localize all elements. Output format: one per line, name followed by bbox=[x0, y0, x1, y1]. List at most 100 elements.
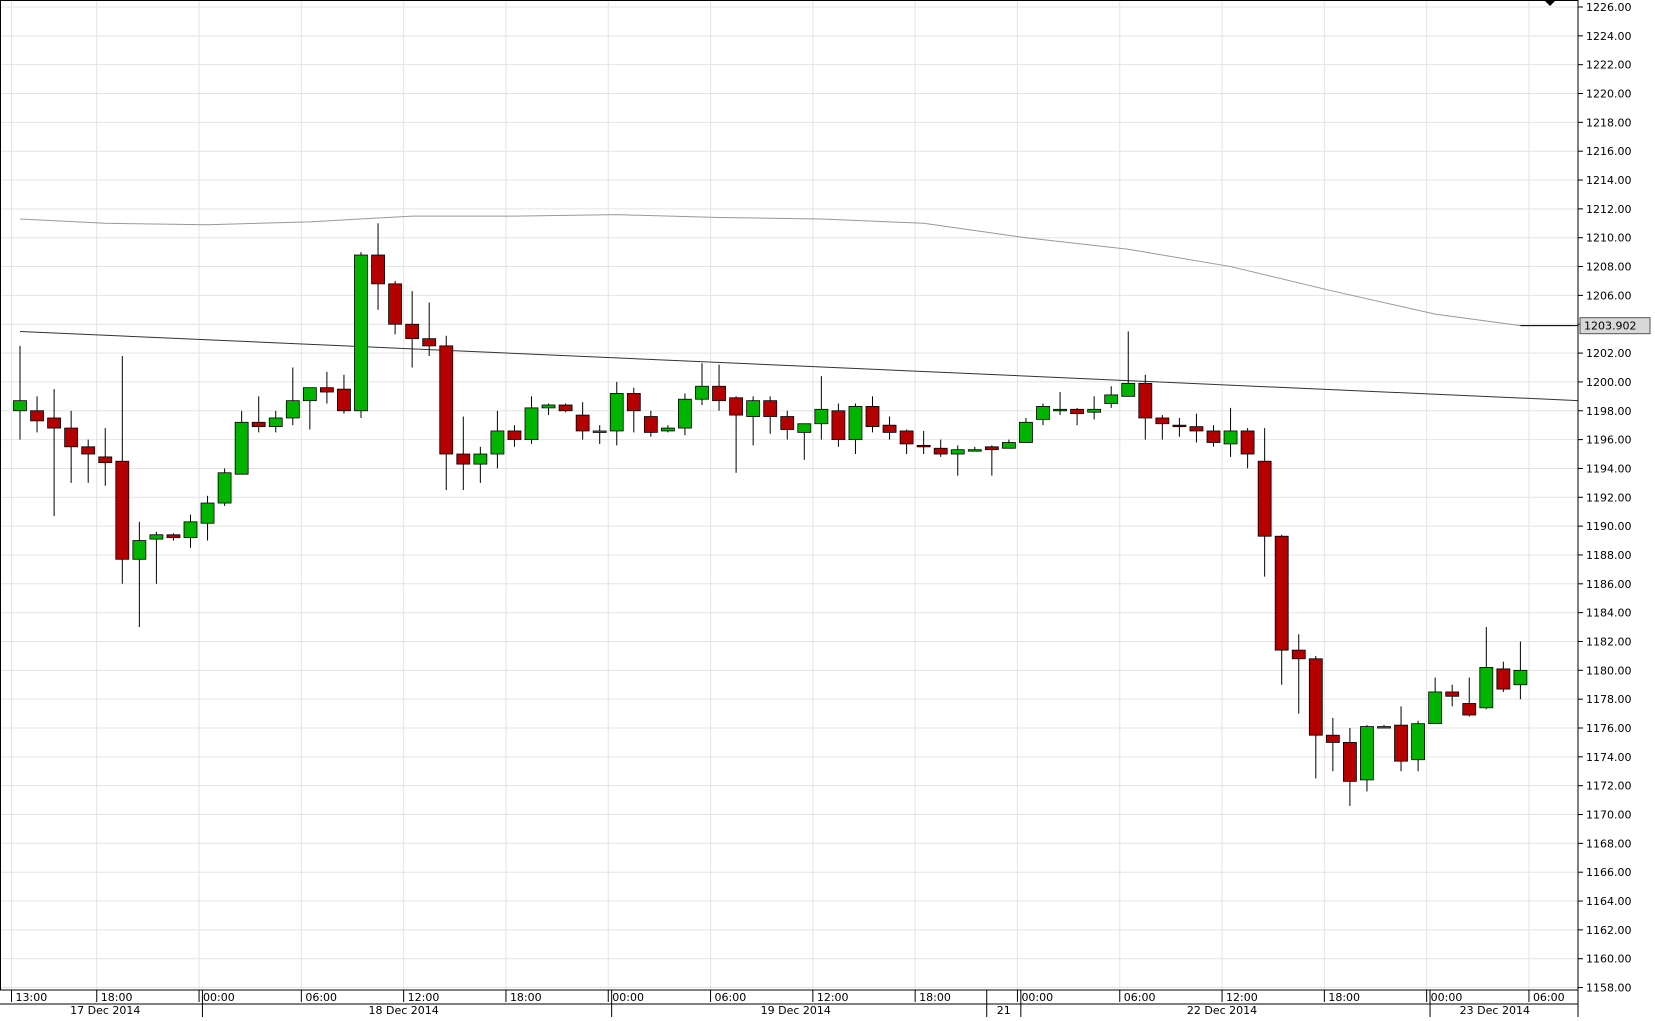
candle-body bbox=[456, 453, 471, 465]
y-tick-label: 1220.00 bbox=[1586, 88, 1632, 101]
candle bbox=[115, 355, 130, 584]
candle-body bbox=[371, 254, 385, 285]
candle-body bbox=[1513, 669, 1528, 686]
candle bbox=[149, 531, 164, 584]
y-tick-label: 1194.00 bbox=[1586, 462, 1632, 475]
candle-body bbox=[1308, 658, 1323, 736]
candle-body bbox=[882, 424, 897, 433]
candle bbox=[422, 302, 437, 356]
candle-body bbox=[541, 404, 556, 409]
candle bbox=[865, 396, 880, 433]
trendline-line bbox=[19, 330, 1578, 402]
candle bbox=[302, 387, 317, 430]
candle-body bbox=[1445, 691, 1460, 697]
candle bbox=[558, 403, 573, 413]
candle bbox=[285, 367, 300, 426]
y-tick-label: 1214.00 bbox=[1586, 174, 1632, 187]
candle bbox=[1121, 331, 1136, 397]
candle bbox=[1411, 720, 1425, 772]
scroll-marker-icon bbox=[1544, 0, 1556, 6]
candle bbox=[1002, 439, 1016, 449]
x-tick-label: 00:00 bbox=[1431, 991, 1463, 1004]
x-tick-label: 06:00 bbox=[1533, 991, 1565, 1004]
candle bbox=[490, 410, 505, 469]
candle-body bbox=[1087, 408, 1102, 413]
candle bbox=[234, 410, 249, 475]
candle bbox=[47, 389, 61, 517]
candle-body bbox=[47, 417, 61, 429]
candle bbox=[524, 396, 539, 444]
candle-body bbox=[797, 423, 812, 433]
candle bbox=[268, 410, 283, 433]
candle-body bbox=[1206, 430, 1221, 443]
candle bbox=[1428, 677, 1443, 725]
candle-body bbox=[1479, 667, 1494, 709]
candle-body bbox=[814, 408, 829, 425]
candle bbox=[967, 446, 982, 452]
candle bbox=[882, 416, 897, 440]
candle-body bbox=[98, 456, 113, 464]
candle bbox=[98, 428, 113, 486]
candle-body bbox=[950, 449, 965, 455]
y-tick-label: 1158.00 bbox=[1586, 982, 1632, 995]
candle-body bbox=[1036, 406, 1050, 420]
candle-body bbox=[643, 416, 658, 433]
candle-body bbox=[166, 534, 181, 539]
candle-body bbox=[1343, 742, 1357, 782]
candle-body bbox=[1189, 426, 1204, 432]
candle-body bbox=[1019, 421, 1033, 443]
candle bbox=[712, 364, 726, 411]
candle-body bbox=[1223, 430, 1238, 445]
current-price-label: 1203.902 bbox=[1584, 320, 1637, 333]
date-label: 17 Dec 2014 bbox=[70, 1004, 140, 1017]
candles bbox=[13, 223, 1528, 806]
candle-body bbox=[746, 400, 761, 417]
candle bbox=[1291, 634, 1306, 714]
x-tick-label: 13:00 bbox=[16, 991, 48, 1004]
candle bbox=[1496, 661, 1511, 692]
candle-body bbox=[1325, 734, 1340, 743]
candle bbox=[166, 533, 181, 541]
candle-body bbox=[1240, 430, 1255, 455]
y-tick-label: 1210.00 bbox=[1586, 232, 1632, 245]
candle-body bbox=[933, 447, 948, 455]
candle-body bbox=[1360, 726, 1374, 781]
y-tick-label: 1222.00 bbox=[1586, 59, 1632, 72]
candle-body bbox=[967, 449, 982, 452]
x-tick-label: 12:00 bbox=[1226, 991, 1258, 1004]
x-tick-label: 00:00 bbox=[1021, 991, 1053, 1004]
candle-body bbox=[405, 323, 420, 340]
candle-body bbox=[319, 387, 334, 393]
candle bbox=[319, 371, 334, 404]
y-tick-label: 1192.00 bbox=[1586, 491, 1632, 504]
candle bbox=[1087, 396, 1102, 420]
candle-body bbox=[1155, 417, 1170, 425]
candle-body bbox=[1053, 408, 1067, 412]
candle-body bbox=[1394, 724, 1408, 762]
candle bbox=[933, 439, 948, 457]
date-label: 22 Dec 2014 bbox=[1187, 1004, 1257, 1017]
x-tick-label: 06:00 bbox=[305, 991, 337, 1004]
candle-body bbox=[1462, 703, 1477, 716]
y-tick-label: 1176.00 bbox=[1586, 722, 1632, 735]
candle bbox=[831, 403, 846, 447]
candle-body bbox=[234, 421, 249, 475]
candle bbox=[729, 396, 743, 473]
y-tick-label: 1172.00 bbox=[1586, 780, 1632, 793]
y-tick-label: 1226.00 bbox=[1586, 1, 1632, 14]
candle bbox=[678, 393, 692, 436]
candle bbox=[1206, 425, 1221, 447]
candle bbox=[899, 429, 914, 455]
candle-body bbox=[558, 404, 573, 412]
trendline bbox=[19, 330, 1578, 402]
candle bbox=[814, 376, 829, 440]
candle-body bbox=[916, 444, 931, 448]
y-tick-label: 1208.00 bbox=[1586, 261, 1632, 274]
candle bbox=[695, 363, 709, 405]
y-tick-label: 1206.00 bbox=[1586, 289, 1632, 302]
grid bbox=[0, 0, 1578, 990]
candle bbox=[64, 410, 79, 483]
candle bbox=[1019, 417, 1033, 443]
